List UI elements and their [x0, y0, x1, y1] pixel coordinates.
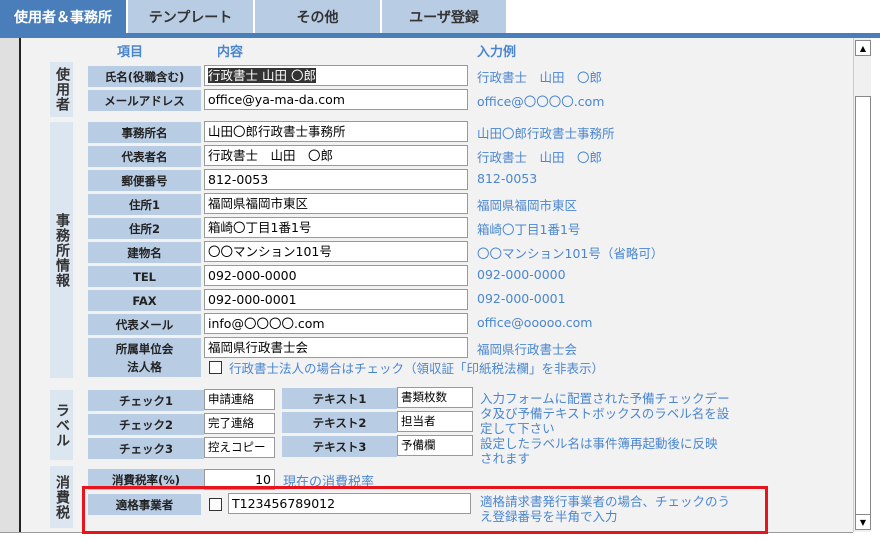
tab-user-office[interactable]: 使用者＆事務所	[0, 0, 126, 33]
field-value: 812-0053	[208, 172, 269, 187]
field-value: 箱崎〇丁目1番1号	[208, 220, 312, 235]
label-note-line: されます	[480, 451, 531, 466]
check-label-input[interactable]: 控えコピー	[204, 437, 275, 458]
field-example: 092-000-0001	[477, 291, 566, 306]
qualified-label: 適格事業者	[88, 494, 201, 515]
text-label: テキスト1	[282, 388, 397, 409]
field-label: 郵便番号	[88, 170, 201, 191]
field-input[interactable]: 福岡県行政書士会	[204, 337, 468, 358]
field-label: メールアドレス	[88, 90, 201, 111]
tax-rate-label: 消費税率(%)	[88, 469, 204, 490]
field-value: 福岡県福岡市東区	[208, 196, 309, 211]
text-label-input[interactable]: 書類枚数	[397, 387, 473, 408]
header-content: 内容	[217, 45, 244, 60]
scroll-up-icon[interactable]: ▲	[855, 40, 871, 56]
field-example: 福岡県行政書士会	[477, 342, 578, 357]
field-label: FAX	[88, 290, 201, 311]
left-gutter	[0, 38, 21, 532]
check-label: チェック1	[88, 390, 204, 411]
qualified-checkbox[interactable]	[209, 498, 222, 511]
field-label: 住所2	[88, 218, 201, 239]
field-input[interactable]: office@ya-ma-da.com	[204, 89, 468, 110]
scroll-thumb[interactable]	[855, 96, 871, 518]
check-label-input[interactable]: 申請連絡	[204, 389, 275, 410]
field-value: 092-000-0000	[208, 268, 297, 283]
field-input[interactable]: 〇〇マンション101号	[204, 241, 468, 262]
corp-note: 行政書士法人の場合はチェック（領収証「印紙税法欄」を非表示）	[229, 361, 605, 376]
text-label: テキスト2	[282, 412, 397, 433]
field-input[interactable]: 箱崎〇丁目1番1号	[204, 217, 468, 238]
field-label: 代表者名	[88, 146, 201, 167]
corp-label: 法人格	[88, 356, 201, 377]
field-value: office@ya-ma-da.com	[208, 92, 345, 107]
tab-template[interactable]: テンプレート	[128, 0, 253, 33]
field-value: 行政書士 山田 〇郎	[208, 148, 334, 163]
vertical-scrollbar[interactable]: ▲ ▼	[853, 38, 871, 532]
field-example: 行政書士 山田 〇郎	[477, 150, 603, 165]
text-label-input[interactable]: 担当者	[397, 411, 473, 432]
field-input[interactable]: 092-000-0000	[204, 265, 468, 286]
field-example: office@〇〇〇〇.com	[477, 94, 605, 109]
check-label: チェック2	[88, 414, 204, 435]
text-label: テキスト3	[282, 436, 397, 457]
qualified-note-line: え登録番号を半角で入力	[480, 509, 618, 524]
tab-user-registration[interactable]: ユーザ登録	[382, 0, 506, 33]
check-label-input[interactable]: 完了連絡	[204, 413, 275, 434]
field-input[interactable]: 812-0053	[204, 169, 468, 190]
scroll-down-icon[interactable]: ▼	[855, 514, 871, 530]
field-example: 812-0053	[477, 171, 538, 186]
field-example: 福岡県福岡市東区	[477, 198, 578, 213]
text-label-input[interactable]: 予備欄	[397, 435, 473, 456]
qualified-note: 適格請求書発行事業者の場合、チェックのう え登録番号を半角で入力	[480, 494, 730, 524]
field-value: 福岡県行政書士会	[208, 340, 309, 355]
check-label: チェック3	[88, 438, 204, 459]
registration-number-input[interactable]: T123456789012	[228, 493, 471, 514]
field-example: 092-000-0000	[477, 267, 566, 282]
field-input[interactable]: 行政書士 山田 〇郎	[204, 145, 468, 166]
corp-checkbox[interactable]	[209, 361, 222, 374]
group-user-label: 使用者	[54, 67, 70, 112]
field-input[interactable]: 山田〇郎行政書士事務所	[204, 121, 468, 142]
group-office: 事務所情報	[50, 122, 73, 378]
label-note: 入力フォームに配置された予備チェックデー タ及び予備テキストボックスのラベル名を…	[480, 391, 730, 466]
label-note-line: タ及び予備テキストボックスのラベル名を設	[480, 406, 730, 421]
field-label: TEL	[88, 266, 201, 287]
tab-strip	[0, 33, 880, 38]
field-value: 092-000-0001	[208, 292, 297, 307]
field-example: 行政書士 山田 〇郎	[477, 70, 603, 85]
field-input[interactable]: 行政書士 山田 〇郎	[204, 65, 468, 86]
highlight-box	[82, 486, 768, 534]
label-note-line: 定して下さい	[480, 421, 555, 436]
field-value: 行政書士 山田 〇郎	[208, 68, 316, 83]
group-label: ラベル	[50, 390, 73, 460]
field-example: 山田〇郎行政書士事務所	[477, 126, 615, 141]
group-tax-label: 消費税	[54, 474, 70, 520]
group-tax: 消費税	[50, 466, 73, 528]
label-note-line: 設定したラベル名は事件簿再起動後に反映	[480, 436, 718, 451]
field-input[interactable]: 福岡県福岡市東区	[204, 193, 468, 214]
header-example: 入力例	[477, 45, 517, 60]
field-label: 所属単位会	[88, 338, 201, 359]
tab-other[interactable]: その他	[255, 0, 380, 33]
group-user: 使用者	[50, 62, 73, 117]
field-label: 氏名(役職含む)	[88, 66, 201, 87]
field-label: 事務所名	[88, 122, 201, 143]
qualified-note-line: 適格請求書発行事業者の場合、チェックのう	[480, 494, 731, 509]
field-example: 〇〇マンション101号（省略可）	[477, 246, 664, 261]
field-label: 建物名	[88, 242, 201, 263]
field-value: 〇〇マンション101号	[208, 244, 332, 259]
field-label: 代表メール	[88, 314, 201, 335]
field-example: office@ooooo.com	[477, 315, 593, 330]
field-input[interactable]: info@〇〇〇〇.com	[204, 313, 468, 334]
field-value: 山田〇郎行政書士事務所	[208, 124, 346, 139]
label-note-line: 入力フォームに配置された予備チェックデー	[480, 391, 730, 406]
group-label-label: ラベル	[54, 402, 70, 448]
field-example: 箱崎〇丁目1番1号	[477, 222, 581, 237]
field-value: info@〇〇〇〇.com	[208, 316, 325, 331]
header-item: 項目	[117, 45, 144, 60]
field-input[interactable]: 092-000-0001	[204, 289, 468, 310]
field-label: 住所1	[88, 194, 201, 215]
group-office-label: 事務所情報	[54, 212, 70, 288]
tax-rate-input[interactable]: 10	[204, 469, 275, 490]
